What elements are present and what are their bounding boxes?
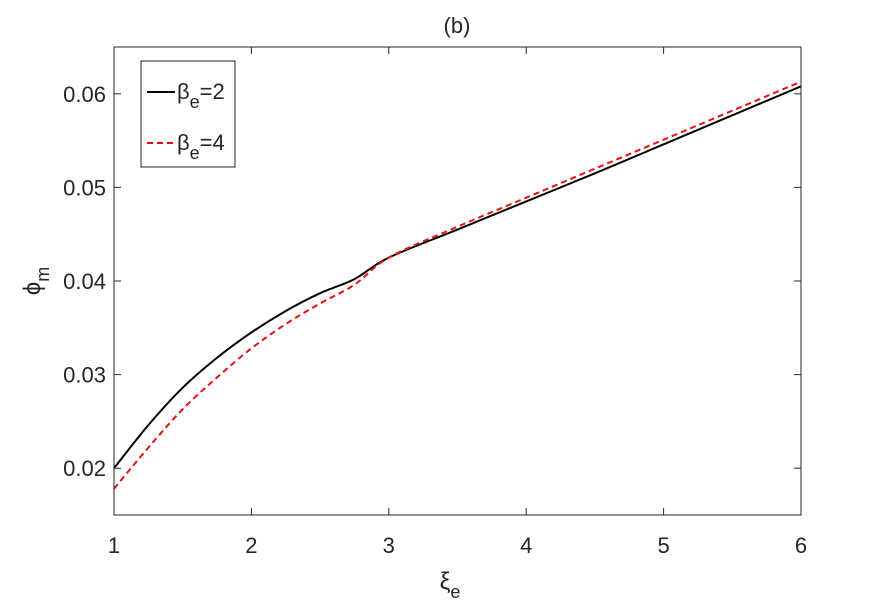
legend-beta2-symbol: β (177, 79, 190, 104)
x-tick-label: 1 (108, 533, 120, 558)
x-tick-label: 3 (383, 533, 395, 558)
series-line-1 (113, 85, 802, 469)
y-axis-label-subscript: m (33, 267, 53, 282)
y-axis-label-symbol: ϕ (19, 282, 46, 295)
legend-beta2-subscript: e (190, 92, 200, 112)
x-tick-label: 2 (245, 533, 257, 558)
legend-beta4-subscript: e (190, 143, 200, 163)
y-tick-label: 0.06 (63, 82, 106, 107)
x-tick-label: 6 (795, 533, 807, 558)
legend-beta4-symbol: β (177, 130, 190, 155)
y-tick-label: 0.05 (63, 175, 106, 200)
legend-box (140, 60, 236, 168)
legend-label-beta2: βe=2 (177, 79, 225, 112)
y-tick-label: 0.04 (63, 269, 106, 294)
x-tick-label: 4 (520, 533, 532, 558)
y-tick-label: 0.02 (63, 456, 106, 481)
series-line-2 (113, 80, 802, 490)
legend: βe=2 βe=4 (140, 60, 236, 168)
y-tick-label: 0.03 (63, 363, 106, 388)
tick-layer: 1 2 3 4 5 6 0.02 0.03 0.04 0.05 0.06 (63, 47, 807, 558)
legend-beta2-suffix: =2 (200, 79, 225, 104)
y-axis-label-group: ϕm (19, 267, 53, 295)
legend-label-beta4: βe=4 (177, 130, 225, 163)
series-layer (113, 80, 802, 490)
x-axis-label-symbol: ξ (440, 568, 451, 595)
legend-beta4-suffix: =4 (200, 130, 225, 155)
x-tick-label: 5 (657, 533, 669, 558)
y-axis-label: ϕm (19, 267, 53, 295)
chart-title: (b) (444, 13, 471, 38)
x-axis-label-subscript: e (450, 582, 460, 602)
x-axis-label: ξe (440, 568, 461, 602)
